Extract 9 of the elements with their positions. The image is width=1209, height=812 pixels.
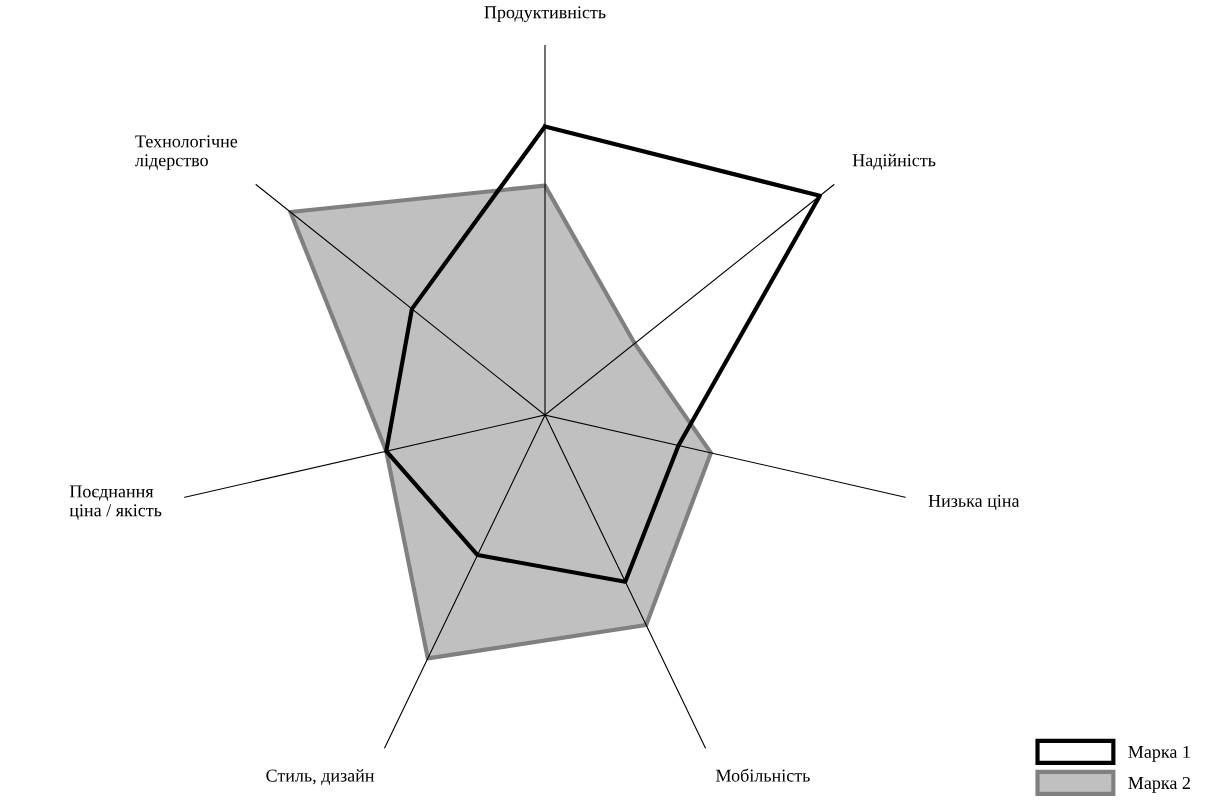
legend-label: Марка 2 — [1128, 776, 1190, 793]
spoke-label: Продуктивність — [484, 6, 606, 23]
spoke-label: Мобільність — [716, 768, 810, 782]
spoke-label: Низька ціна — [928, 494, 1020, 511]
spoke-label: Поєднання ціна / якість — [69, 485, 162, 520]
legend-label: Марка 1 — [1128, 745, 1190, 762]
spoke-label: Надійність — [852, 153, 936, 170]
spoke-label: Технологічне лідерство — [135, 135, 238, 171]
spoke-label: Стиль, дизайн — [266, 769, 375, 786]
